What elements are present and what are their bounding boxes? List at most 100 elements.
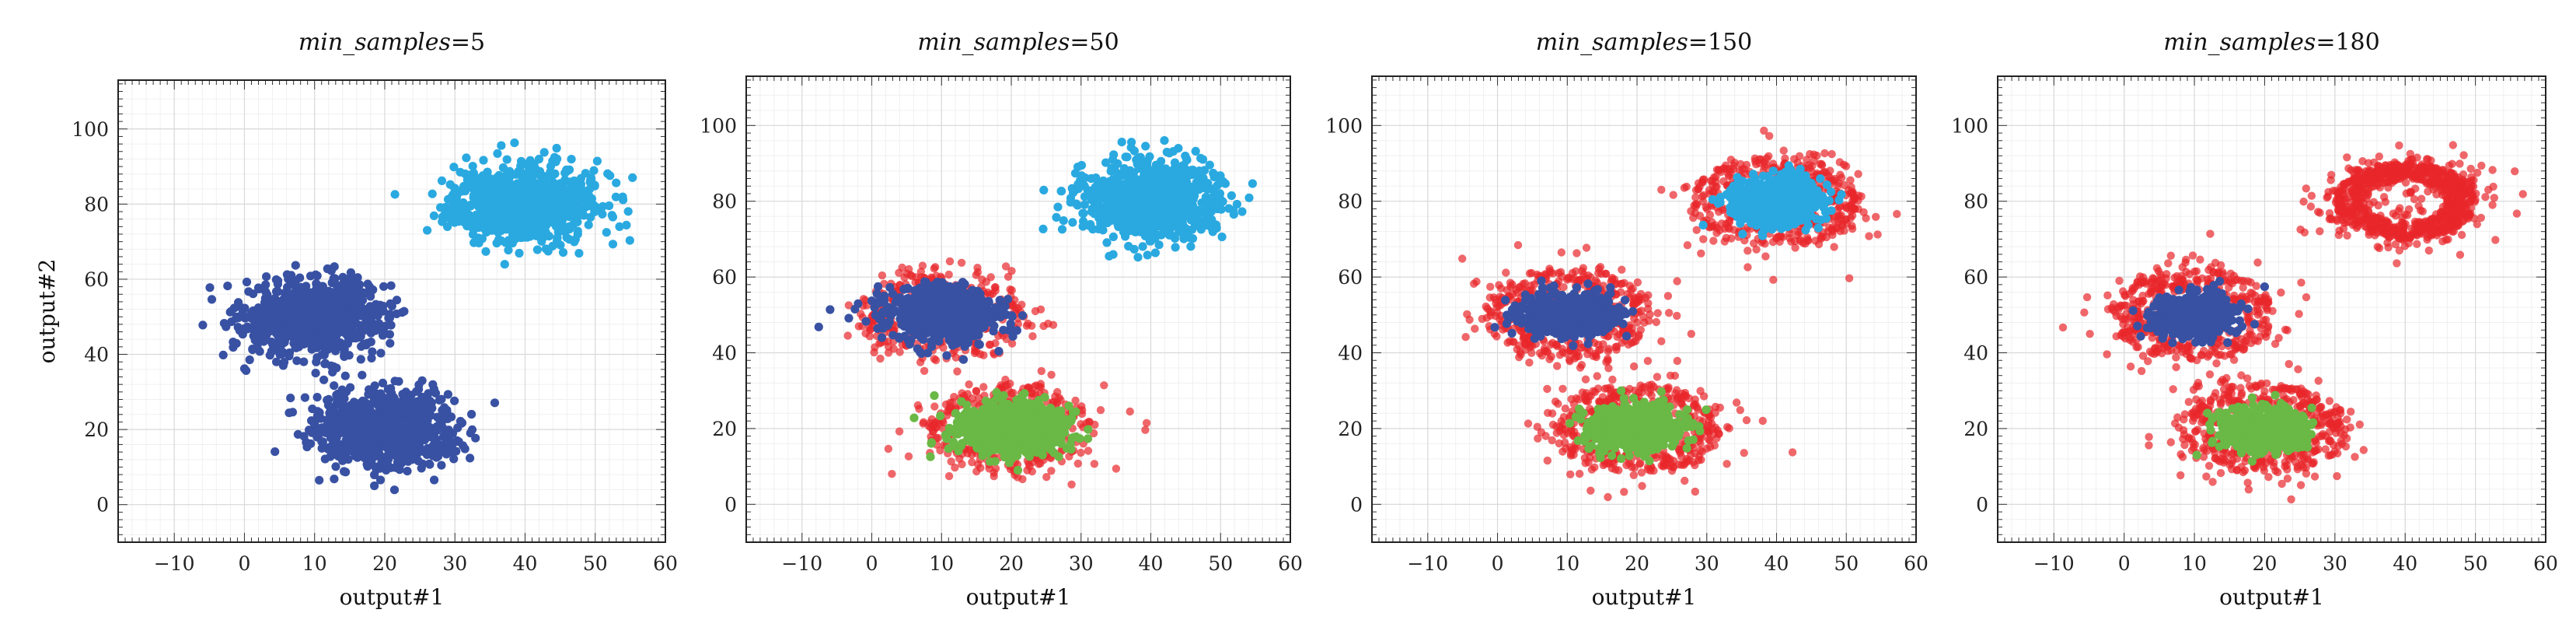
- point: [991, 283, 1000, 292]
- point: [608, 212, 618, 222]
- point: [936, 323, 946, 332]
- point: [379, 434, 388, 443]
- point: [330, 262, 339, 271]
- point: [920, 418, 928, 426]
- point: [927, 423, 935, 432]
- point: [569, 209, 579, 219]
- point: [957, 310, 966, 319]
- point: [888, 470, 896, 478]
- point: [536, 217, 545, 226]
- point: [250, 328, 260, 338]
- point: [574, 249, 584, 258]
- point: [261, 280, 271, 289]
- point: [913, 327, 923, 336]
- point: [586, 173, 595, 182]
- point: [490, 398, 500, 408]
- point: [292, 299, 302, 308]
- point: [974, 339, 983, 349]
- point: [534, 225, 543, 234]
- point: [367, 353, 376, 363]
- point: [907, 327, 916, 336]
- point: [524, 204, 534, 213]
- title-param: min_samples: [298, 29, 451, 56]
- point: [299, 357, 309, 366]
- point: [973, 264, 982, 272]
- point: [956, 319, 965, 328]
- point: [341, 387, 351, 397]
- point: [923, 349, 933, 358]
- point: [355, 280, 365, 289]
- point: [873, 324, 882, 333]
- point: [526, 178, 536, 188]
- point: [844, 314, 853, 323]
- point: [384, 454, 393, 464]
- point: [332, 399, 341, 408]
- point: [314, 430, 323, 440]
- point: [557, 226, 567, 235]
- points: [814, 136, 1257, 489]
- point: [532, 245, 543, 254]
- point: [407, 431, 416, 440]
- point: [557, 187, 566, 197]
- point: [393, 432, 402, 442]
- point: [968, 309, 977, 318]
- point: [382, 419, 392, 428]
- point: [986, 317, 995, 327]
- point: [895, 268, 903, 277]
- point: [261, 293, 271, 303]
- point: [571, 187, 580, 197]
- point: [469, 182, 478, 191]
- point: [903, 283, 913, 292]
- point: [267, 317, 277, 326]
- point: [567, 155, 576, 164]
- point: [1032, 381, 1041, 390]
- point: [335, 415, 344, 425]
- point: [589, 166, 599, 175]
- point: [442, 436, 451, 446]
- point: [245, 355, 254, 365]
- point: [955, 335, 965, 345]
- point: [248, 345, 257, 355]
- point: [305, 289, 314, 299]
- point: [368, 317, 377, 327]
- point: [552, 143, 561, 153]
- point: [944, 270, 953, 279]
- point: [968, 458, 976, 467]
- point: [895, 427, 904, 436]
- point: [546, 162, 556, 171]
- point: [1025, 462, 1034, 471]
- point: [429, 211, 439, 220]
- point: [467, 409, 476, 419]
- x-tick-label: 50: [583, 552, 608, 575]
- point: [459, 198, 468, 208]
- point: [612, 178, 621, 187]
- point: [330, 381, 339, 391]
- point: [326, 305, 336, 315]
- point: [606, 171, 615, 180]
- point: [309, 333, 319, 342]
- point: [1007, 312, 1017, 321]
- point: [874, 282, 883, 291]
- point: [344, 447, 354, 456]
- point: [618, 192, 627, 201]
- point: [878, 307, 888, 317]
- y-tick-label: 80: [84, 193, 109, 215]
- point: [459, 441, 468, 450]
- point: [884, 349, 893, 357]
- point: [876, 354, 885, 363]
- point: [376, 349, 386, 358]
- point: [423, 226, 432, 235]
- point: [628, 173, 637, 182]
- point: [292, 356, 302, 366]
- point: [262, 272, 271, 282]
- point: [1142, 419, 1151, 427]
- point: [1066, 440, 1075, 449]
- point: [914, 307, 923, 317]
- point: [1112, 464, 1121, 473]
- point: [562, 167, 571, 177]
- point: [198, 321, 208, 330]
- point: [365, 302, 375, 311]
- point: [242, 277, 252, 287]
- title-value: =5: [451, 29, 485, 56]
- point: [375, 426, 384, 435]
